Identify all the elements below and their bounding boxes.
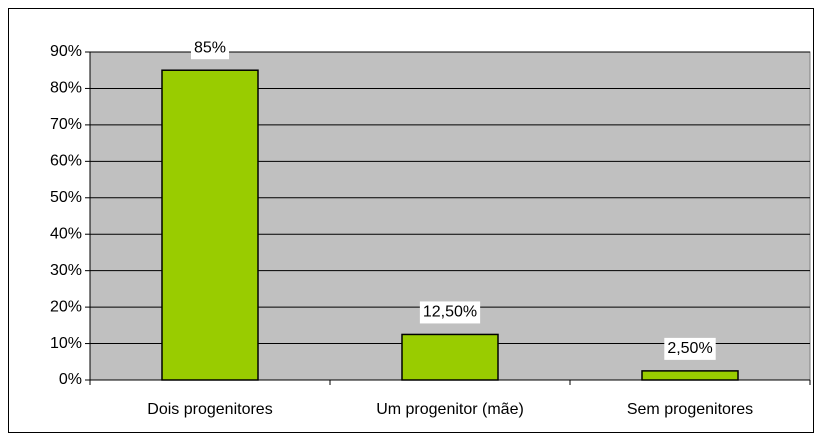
y-tick-label: 10% [50,335,82,352]
x-tick-label: Sem progenitores [627,401,753,418]
y-tick-label: 60% [50,153,82,170]
y-tick-label: 50% [50,189,82,206]
y-tick-label: 80% [50,80,82,97]
value-label-bg [190,37,230,60]
bar [161,69,259,381]
y-tick-label: 40% [50,225,82,242]
value-label: 2,50% [667,340,712,357]
y-tick-label: 70% [50,116,82,133]
value-label-bg [664,337,716,360]
x-tick-label: Dois progenitores [147,401,272,418]
bar [401,333,499,381]
y-tick-label: 0% [59,371,82,388]
y-tick-label: 30% [50,262,82,279]
bar [641,370,739,381]
y-tick-label: 20% [50,298,82,315]
value-label: 85% [194,39,226,56]
x-tick-label: Um progenitor (mãe) [376,401,524,418]
y-tick-label: 90% [50,43,82,60]
value-label: 12,50% [423,304,477,321]
value-label-bg [419,301,481,324]
